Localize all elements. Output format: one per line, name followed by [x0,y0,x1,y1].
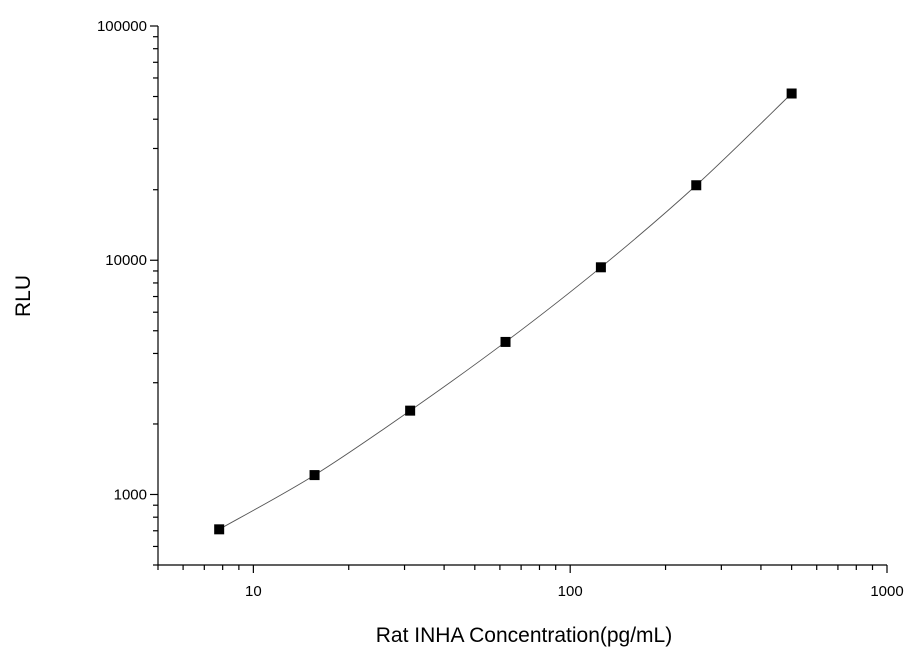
fit-curve [218,93,792,530]
y-tick-label: 10000 [105,252,147,269]
data-point [786,88,797,99]
y-tick-label: 1000 [114,486,147,503]
x-tick-label: 100 [558,583,583,600]
x-ticks: 10 100 1000 [157,565,904,600]
data-point [595,262,606,273]
data-point [405,405,416,416]
x-axis-title: Rat INHA Concentration(pg/mL) [376,624,672,647]
x-tick-label: 1000 [870,583,903,600]
data-point [500,336,511,347]
data-point [214,524,225,535]
data-point [309,470,320,481]
y-ticks: 1000 10000 100000 [97,18,158,566]
y-tick-label: 100000 [97,18,147,35]
y-axis-title: RLU [12,275,35,317]
data-point [691,180,702,191]
x-tick-label: 10 [245,583,262,600]
axes [157,26,887,566]
data-markers [214,88,797,535]
